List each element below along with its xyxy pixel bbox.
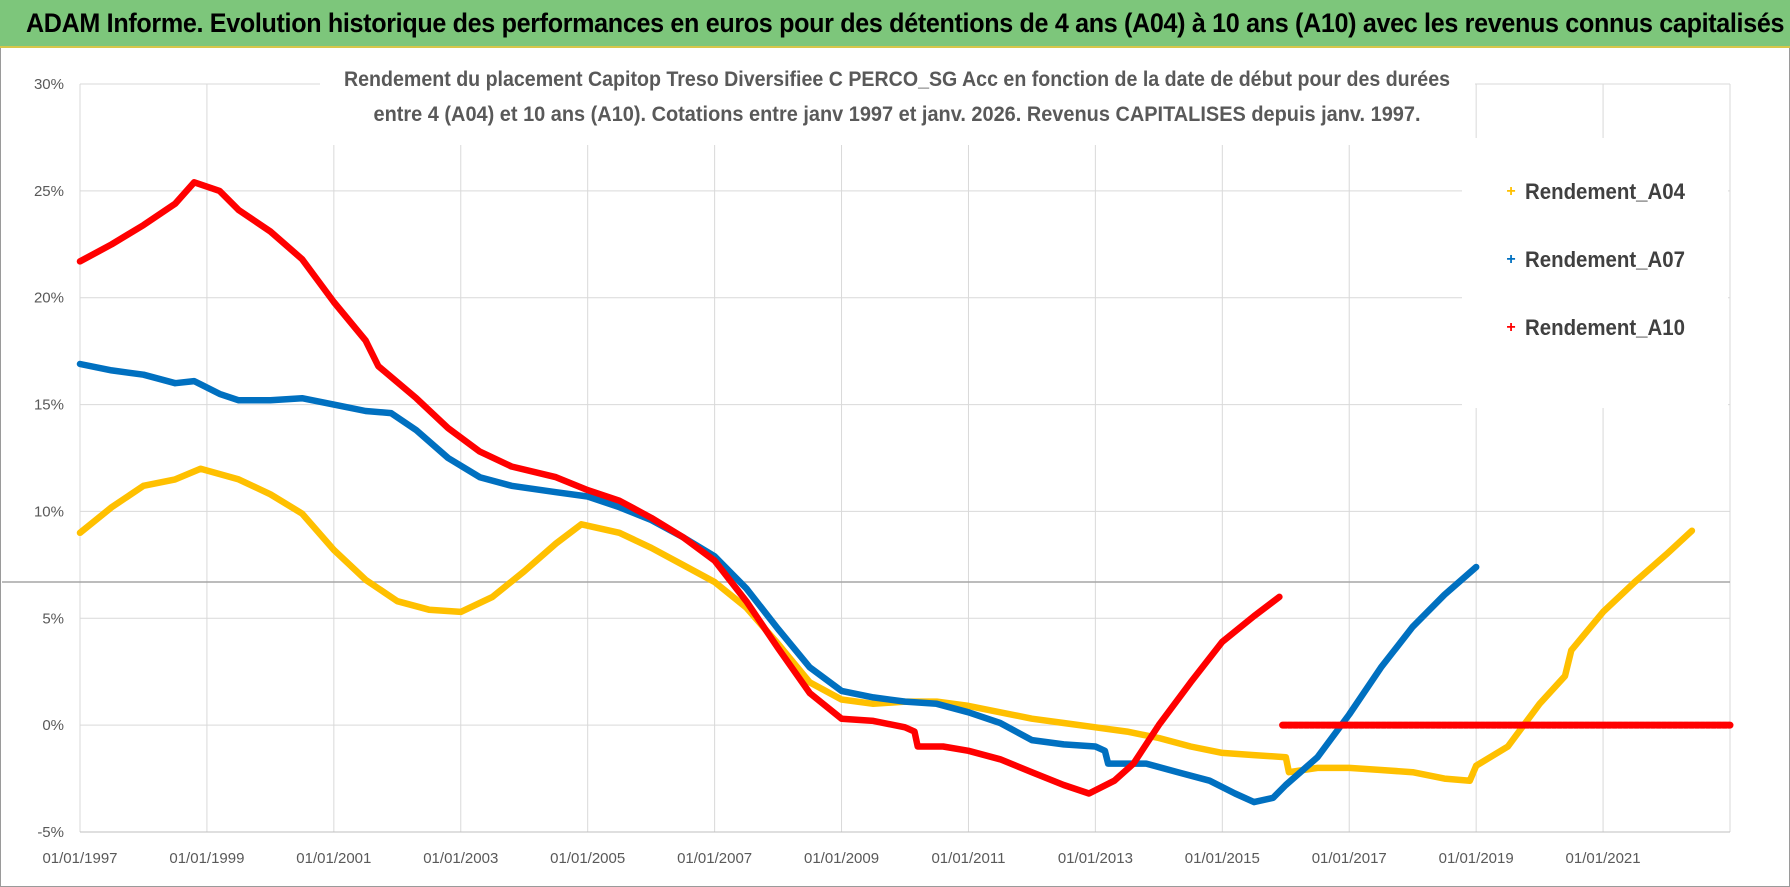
y-tick-label: 0% — [42, 717, 64, 734]
page-banner: ADAM Informe. Evolution historique des p… — [0, 0, 1790, 48]
x-tick-label: 01/01/2017 — [1312, 850, 1387, 867]
chart-title-line-1: Rendement du placement Capitop Treso Div… — [344, 68, 1450, 91]
performance-chart: Rendement du placement Capitop Treso Div… — [2, 48, 1788, 886]
legend-label: Rendement_A04 — [1525, 179, 1686, 204]
legend-label: Rendement_A10 — [1525, 315, 1685, 340]
page-title: ADAM Informe. Evolution historique des p… — [26, 8, 1785, 38]
x-tick-label: 01/01/2013 — [1058, 850, 1133, 867]
x-tick-label: 01/01/1997 — [42, 850, 117, 867]
x-tick-label: 01/01/2007 — [677, 850, 752, 867]
y-tick-label: 15% — [34, 397, 64, 414]
x-tick-label: 01/01/2011 — [931, 850, 1005, 867]
x-tick-label: 01/01/2019 — [1439, 850, 1514, 867]
x-tick-label: 01/01/2005 — [550, 850, 625, 867]
chart-title-box: Rendement du placement Capitop Treso Div… — [320, 60, 1475, 145]
x-tick-label: 01/01/2001 — [296, 850, 371, 867]
axis-labels: -5% 0% 5% 10% 15% 20% 25% 30% 01/01/1997 01/01/19… — [34, 76, 1641, 867]
x-tick-label: 01/01/2003 — [423, 850, 498, 867]
x-tick-label: 01/01/2009 — [804, 850, 879, 867]
y-tick-label: 20% — [34, 290, 64, 307]
x-tick-label: 01/01/2015 — [1185, 850, 1260, 867]
legend-marker: + — [1506, 183, 1515, 200]
chart-title-line-2: entre 4 (A04) et 10 ans (A10). Cotations… — [374, 103, 1421, 126]
legend-marker: + — [1506, 319, 1515, 336]
legend-marker: + — [1506, 251, 1515, 268]
y-tick-label: 5% — [42, 610, 64, 627]
y-tick-label: 30% — [34, 76, 64, 93]
y-tick-label: -5% — [37, 824, 64, 841]
y-tick-label: 25% — [34, 183, 64, 200]
series-line-rendement-a07 — [76, 360, 1480, 806]
gridlines — [79, 83, 1731, 833]
series-line-rendement-a10 — [76, 179, 1283, 797]
x-tick-label: 01/01/1999 — [169, 850, 244, 867]
y-tick-label: 10% — [34, 503, 64, 520]
legend-label: Rendement_A07 — [1525, 247, 1685, 272]
x-tick-label: 01/01/2021 — [1566, 850, 1641, 867]
series-group — [76, 179, 1734, 806]
legend-background — [1462, 138, 1728, 408]
chart-title-background — [320, 60, 1475, 145]
legend: + Rendement_A04 + Rendement_A07 + Rendement_A… — [1462, 138, 1728, 408]
